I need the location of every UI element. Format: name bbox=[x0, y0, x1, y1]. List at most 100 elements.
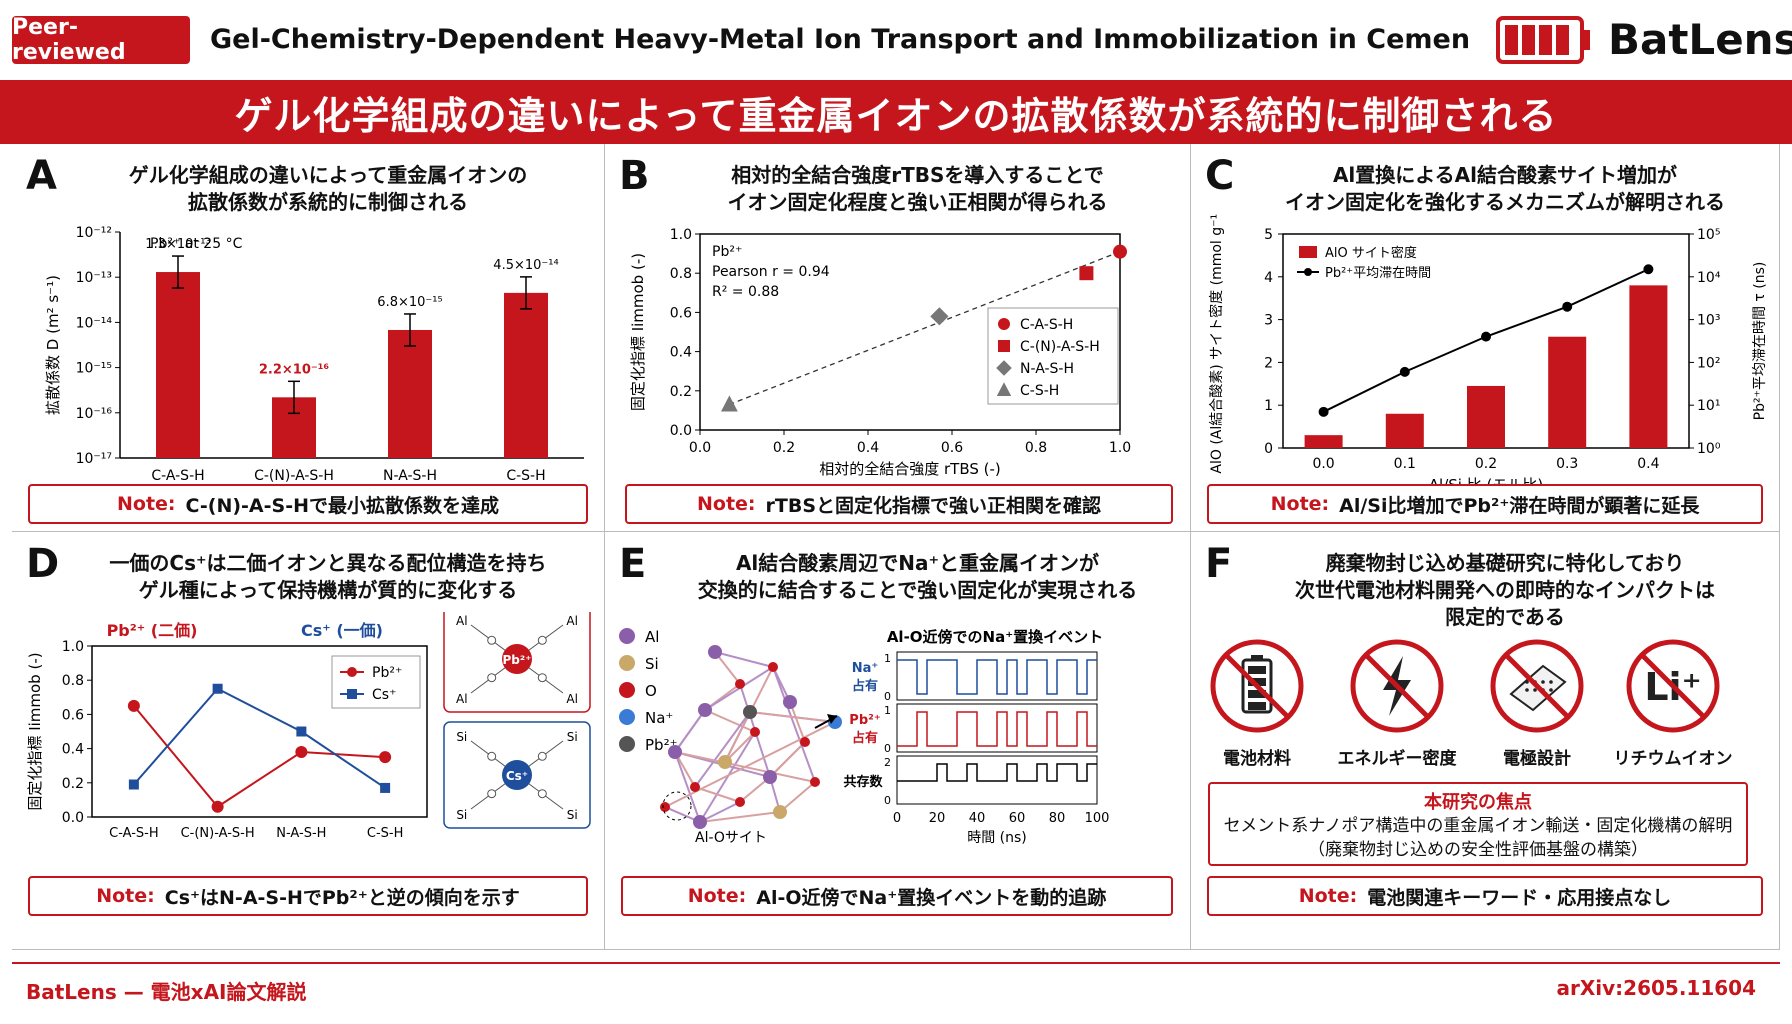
icon-part bbox=[1504, 653, 1570, 719]
note-b: Note: rTBSと固定化指標で強い正相関を確認 bbox=[625, 484, 1173, 524]
y-axis-label: 固定化指標 Iimmob (-) bbox=[26, 652, 44, 810]
cs-header: Cs⁺ (一価) bbox=[301, 621, 383, 640]
x-tick-label: C-S-H bbox=[367, 826, 404, 841]
series-line bbox=[133, 687, 386, 789]
legend-marker bbox=[347, 667, 357, 677]
trace-tick: 1 bbox=[884, 652, 891, 665]
footer-brand: BatLens — 電池xAI論文解説 bbox=[26, 980, 307, 1004]
y-tick-label: 5 bbox=[1264, 227, 1273, 243]
panel-letter: E bbox=[619, 541, 647, 587]
atom bbox=[668, 745, 682, 759]
panel-letter: F bbox=[1205, 541, 1233, 587]
x-tick-label: 0 bbox=[893, 811, 901, 826]
data-label: 1.3×10⁻¹³ bbox=[145, 237, 210, 252]
y-tick-label: 0.2 bbox=[670, 384, 692, 400]
y-axis-label: 拡散係数 D (m² s⁻¹) bbox=[44, 275, 62, 415]
y-tick-label: 1.0 bbox=[62, 639, 84, 655]
note-f: Note: 電池関連キーワード・応用接点なし bbox=[1207, 876, 1763, 916]
icon-part bbox=[1626, 639, 1720, 733]
plot-frame bbox=[91, 645, 428, 818]
note-d: Note: Cs⁺はN-A-S-HでPb²⁺と逆の傾向を示す bbox=[28, 876, 588, 916]
battery-icon bbox=[1496, 16, 1590, 64]
chart-d: Pb²⁺ (二価) Cs⁺ (一価) 0.0 0.2 0.4 0.6 0.8 1.0 固定化指標… bbox=[26, 612, 591, 841]
icon-part bbox=[1640, 653, 1706, 719]
chart-annotation: R² = 0.88 bbox=[712, 284, 779, 300]
atom-label: Al bbox=[566, 692, 578, 706]
trace-label: 占有 bbox=[852, 730, 878, 746]
y-axis-label: 固定化指標 Iimmob (-) bbox=[629, 253, 647, 411]
chart-annotation: Pearson r = 0.94 bbox=[712, 264, 830, 280]
focus-line: （廃棄物封じ込めの安全性評価基盤の構築） bbox=[1308, 840, 1648, 860]
y2-tick-label: 10⁵ bbox=[1697, 227, 1720, 243]
x-tick-label: 0.4 bbox=[857, 440, 879, 456]
bond bbox=[769, 741, 806, 778]
bond bbox=[694, 711, 751, 788]
footer-divider bbox=[12, 962, 1780, 964]
atom bbox=[743, 705, 757, 719]
y-tick-label: 0.2 bbox=[62, 776, 84, 792]
atom bbox=[800, 737, 810, 747]
trace-line bbox=[897, 659, 1097, 695]
bond bbox=[699, 801, 741, 823]
data-point bbox=[1079, 266, 1094, 281]
x-tick-label: 20 bbox=[929, 811, 946, 826]
data-point bbox=[721, 395, 738, 412]
y2-tick-label: 10¹ bbox=[1697, 398, 1720, 414]
trace-line bbox=[897, 763, 1097, 782]
note-e: Note: Al-O近傍でNa⁺置換イベントを動的追跡 bbox=[621, 876, 1173, 916]
panel-letter: C bbox=[1205, 153, 1235, 199]
focus-title: 本研究の焦点 bbox=[1424, 792, 1532, 813]
trace-label: 占有 bbox=[852, 678, 878, 694]
trace-tick: 0 bbox=[884, 690, 891, 703]
bar bbox=[1385, 413, 1424, 448]
oxygen-atom bbox=[537, 673, 547, 683]
data-point bbox=[1113, 244, 1127, 259]
chart-a: 10⁻¹² 10⁻¹³ 10⁻¹⁴ 10⁻¹⁵ 10⁻¹⁶ 10⁻¹⁷ Pb²⁺ at 25… bbox=[44, 225, 584, 484]
x-tick-label: 0.0 bbox=[689, 440, 711, 456]
limitation-icons: Li⁺ bbox=[1210, 639, 1720, 733]
icon-part bbox=[1549, 680, 1553, 684]
trace-frame bbox=[896, 651, 1098, 701]
x-tick-label: 100 bbox=[1085, 811, 1110, 826]
x-tick-label: 0.2 bbox=[1475, 456, 1497, 472]
cs-coordination-ion bbox=[502, 760, 532, 790]
bond bbox=[664, 721, 836, 808]
x-tick-label: C-A-S-H bbox=[109, 826, 159, 841]
data-label: 6.8×10⁻¹⁵ bbox=[377, 295, 442, 310]
bond bbox=[699, 811, 781, 823]
icon-part bbox=[1210, 639, 1304, 733]
panel-letter: A bbox=[26, 153, 57, 199]
panel-a: A ゲル化学組成の違いによって重金属イオンの 拡散係数が系統的に制御される 10⁻… bbox=[12, 144, 605, 532]
panel-title: 廃棄物封じ込め基礎研究に特化しており 次世代電池材料開発への即時的なインパクトは限… bbox=[1295, 551, 1715, 629]
oxygen-atom bbox=[487, 673, 497, 683]
atom-label: Si bbox=[567, 730, 578, 744]
y-axis-label: AlO (Al結合酸素) サイト密度 (mmol g⁻¹) bbox=[1208, 214, 1225, 474]
pb-coordination-ion bbox=[502, 644, 532, 674]
y2-tick-label: 10⁴ bbox=[1697, 270, 1721, 286]
ion-label: Pb²⁺ bbox=[503, 653, 532, 667]
ion-label: Cs⁺ bbox=[506, 769, 528, 783]
trace-label: 共存数 bbox=[843, 774, 883, 790]
atom-label: Si bbox=[456, 808, 467, 822]
data-point bbox=[128, 779, 139, 790]
oxygen-atom bbox=[537, 751, 547, 761]
icon-part bbox=[1251, 655, 1263, 660]
battery-icon bbox=[1210, 639, 1304, 733]
pb-header: Pb²⁺ (二価) bbox=[107, 621, 198, 640]
legend-label: Pb²⁺平均滞在時間 bbox=[1325, 266, 1431, 281]
bar bbox=[504, 292, 548, 458]
data-point bbox=[296, 726, 307, 737]
panel-c: C Al置換によるAl結合酸素サイト増加が イオン固定化を強化するメカニズムが解明… bbox=[1191, 144, 1780, 532]
atom-legend-dot bbox=[619, 709, 635, 725]
atom bbox=[783, 695, 797, 709]
y-tick-label: 0.8 bbox=[670, 266, 692, 282]
y-tick-label: 0.6 bbox=[670, 305, 692, 321]
y-tick-label: 10⁻¹⁴ bbox=[76, 315, 113, 331]
x-tick-label: 0.6 bbox=[941, 440, 963, 456]
atom bbox=[750, 727, 760, 737]
y-tick-label: 10⁻¹⁵ bbox=[76, 361, 112, 377]
x-tick-label: 0.0 bbox=[1312, 456, 1334, 472]
y2-tick-label: 10³ bbox=[1697, 313, 1720, 329]
panel-e: E Al結合酸素周辺でNa⁺と重金属イオンが 交換的に結合することで強い固定化が実… bbox=[605, 532, 1191, 950]
x-tick-label: C-A-S-H bbox=[151, 468, 204, 484]
